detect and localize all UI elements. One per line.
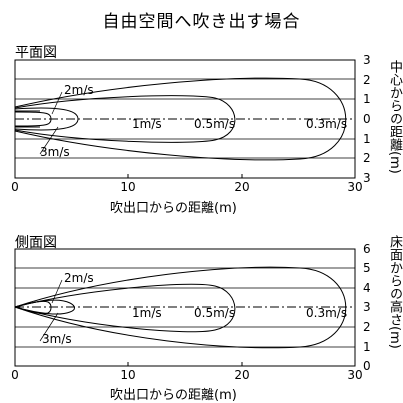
side-curve-1ms: [14, 283, 236, 333]
plan-x-axis-label: 吹出口からの距離(m): [110, 201, 237, 216]
side-label-05ms: 0.5m/s: [194, 306, 235, 320]
plan-curve-05ms: [14, 77, 347, 161]
side-view-label: 側面図: [15, 235, 57, 251]
side-curve-05ms: [14, 266, 347, 349]
plan-label-1ms: 1m/s: [132, 117, 162, 131]
side-curve-labels: 2m/s 3m/s 1m/s 0.5m/s 0.3m/s: [42, 271, 347, 346]
plan-y-tick: 1: [363, 92, 371, 106]
side-x-tick-10: 10: [120, 368, 135, 382]
side-y-tick: 6: [363, 242, 371, 256]
side-x-tick-labels: 0 10 20 30: [11, 368, 362, 382]
side-label-2ms: 2m/s: [64, 271, 94, 285]
plan-leader-3ms: [39, 126, 59, 155]
plan-curve-labels: 2m/s 3m/s 1m/s 0.5m/s 0.3m/s: [40, 83, 347, 159]
side-label-3ms: 3m/s: [42, 332, 72, 346]
plan-curve-1ms: [14, 95, 236, 143]
side-y-tick-labels: 6 5 4 3 2 1 0: [363, 242, 371, 373]
side-label-1ms: 1m/s: [132, 306, 162, 320]
plan-y-tick-labels: 3 2 1 0 1 2 3: [363, 53, 371, 185]
side-leader-3ms: [39, 312, 59, 342]
plan-label-3ms: 3m/s: [40, 145, 70, 159]
side-x-tick-30: 30: [347, 368, 362, 382]
plan-leader-2ms: [51, 91, 63, 115]
plan-curve-2ms: [14, 111, 52, 127]
plan-label-03ms: 0.3m/s: [306, 117, 347, 131]
plan-x-tick-20: 20: [234, 180, 249, 194]
plan-y-tick: 3: [363, 53, 371, 67]
plan-y-tick: 1: [363, 132, 371, 146]
plan-x-tick-0: 0: [11, 180, 19, 194]
plan-label-2ms: 2m/s: [64, 83, 94, 97]
plan-view-label: 平面図: [15, 45, 57, 61]
side-y-tick: 1: [363, 340, 371, 354]
plan-view-panel: [14, 59, 356, 179]
side-y-axis-label: 床面からの高さ(m): [387, 235, 402, 349]
diagram-title: 自由空間へ吹き出す場合: [102, 12, 301, 32]
plan-y-tick: 2: [363, 151, 371, 165]
plan-y-tick: 2: [363, 73, 371, 87]
plan-x-tick-10: 10: [120, 180, 135, 194]
side-y-tick: 3: [363, 300, 371, 314]
plan-y-axis-label: 中心からの距離(m): [387, 60, 402, 174]
side-y-tick: 0: [363, 359, 371, 373]
plan-x-tick-labels: 0 10 20 30: [11, 180, 362, 194]
side-y-tick: 5: [363, 261, 371, 275]
side-x-axis-label: 吹出口からの距離(m): [110, 388, 237, 403]
plan-y-tick: 3: [363, 171, 371, 185]
plan-y-tick: 0: [363, 112, 371, 126]
side-x-tick-20: 20: [234, 368, 249, 382]
plan-label-05ms: 0.5m/s: [194, 117, 235, 131]
plan-x-tick-30: 30: [347, 180, 362, 194]
side-label-03ms: 0.3m/s: [306, 306, 347, 320]
side-y-tick: 4: [363, 281, 371, 295]
side-y-tick: 2: [363, 320, 371, 334]
side-curve-3ms: [14, 299, 75, 315]
side-x-tick-0: 0: [11, 368, 19, 382]
side-view-panel: [14, 248, 356, 367]
plan-curve-3ms: [14, 107, 79, 131]
side-leader-2ms: [51, 279, 63, 304]
